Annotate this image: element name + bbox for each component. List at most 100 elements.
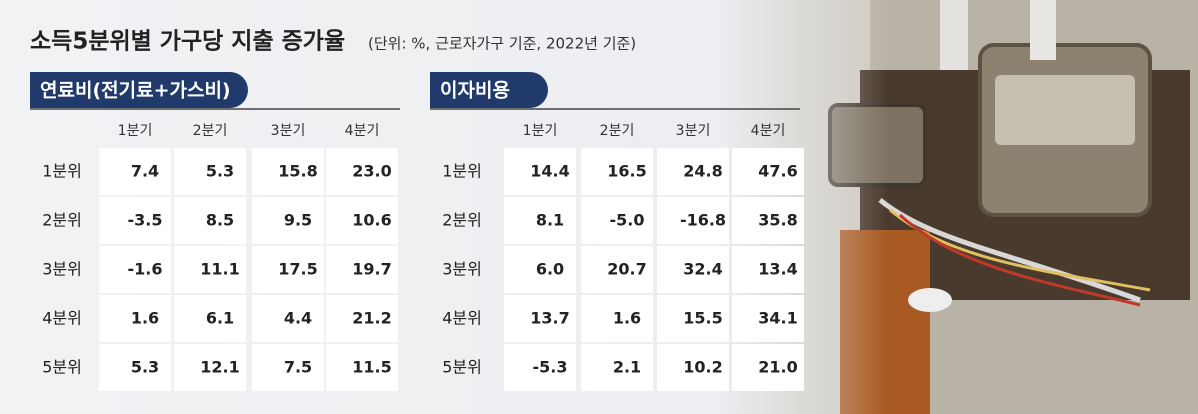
row-label: 5분위 — [42, 358, 82, 377]
row-label: 1분위 — [42, 162, 82, 181]
column-header: 4분기 — [345, 123, 380, 139]
title: 소득5분위별 가구당 지출 증가율 — [30, 29, 345, 55]
cell — [581, 148, 653, 195]
cell-value: 6.0 — [536, 260, 564, 279]
cell-value: 4.4 — [284, 309, 312, 328]
cell-value: 12.1 — [200, 358, 239, 377]
cell-value: 15.5 — [683, 309, 722, 328]
column-header: 3분기 — [271, 123, 306, 139]
cell — [732, 344, 804, 391]
row-label: 4분위 — [442, 309, 482, 328]
cell-value: -5.0 — [610, 211, 645, 230]
cell — [326, 295, 398, 342]
cell — [581, 295, 653, 342]
cell-value: 9.5 — [284, 211, 312, 230]
cell — [99, 295, 171, 342]
cell-value: 14.4 — [530, 162, 569, 181]
tab — [430, 72, 548, 108]
cell — [174, 344, 246, 391]
cell-value: 10.6 — [352, 211, 391, 230]
cell — [326, 344, 398, 391]
cell-value: -3.5 — [128, 211, 163, 230]
cell — [657, 246, 729, 293]
cell-value: 11.5 — [352, 358, 391, 377]
cell-value: 47.6 — [758, 162, 797, 181]
row-label: 3분위 — [442, 260, 482, 279]
cell — [174, 197, 246, 244]
cell-value: 23.0 — [352, 162, 391, 181]
column-header: 1분기 — [523, 123, 558, 139]
cell-value: 10.2 — [683, 358, 722, 377]
cell — [504, 246, 576, 293]
cell — [252, 148, 324, 195]
column-header: 1분기 — [118, 123, 153, 139]
cell — [732, 295, 804, 342]
cell-value: 6.1 — [206, 309, 234, 328]
cell — [657, 148, 729, 195]
row-label: 2분위 — [42, 211, 82, 230]
cell — [504, 148, 576, 195]
tab-label: 연료비(전기료+가스비) — [40, 80, 231, 102]
cell-value: 19.7 — [352, 260, 391, 279]
cell-value: 1.6 — [131, 309, 159, 328]
cell-value: 5.3 — [206, 162, 234, 181]
cell — [99, 148, 171, 195]
cell — [99, 344, 171, 391]
tab-label: 이자비용 — [440, 80, 510, 102]
cell-value: 35.8 — [758, 211, 797, 230]
column-header: 4분기 — [751, 123, 786, 139]
cell — [326, 246, 398, 293]
cell — [326, 148, 398, 195]
cell-value: 7.4 — [131, 162, 159, 181]
cell-value: 8.1 — [536, 211, 564, 230]
row-label: 1분위 — [442, 162, 482, 181]
cell — [732, 148, 804, 195]
tab — [30, 72, 248, 108]
cell — [581, 246, 653, 293]
cell-value: 11.1 — [200, 260, 239, 279]
cell — [252, 197, 324, 244]
cell-value: 13.7 — [530, 309, 569, 328]
cell-value: 34.1 — [758, 309, 797, 328]
cell — [732, 246, 804, 293]
cell — [252, 344, 324, 391]
cell-value: 20.7 — [607, 260, 646, 279]
cell — [504, 197, 576, 244]
cell-value: 1.6 — [613, 309, 641, 328]
cell-value: 2.1 — [613, 358, 641, 377]
cell — [99, 197, 171, 244]
cell — [657, 295, 729, 342]
subtitle: (단위: %, 근로자가구 기준, 2022년 기준) — [368, 35, 636, 53]
cell-value: 16.5 — [607, 162, 646, 181]
cell — [174, 148, 246, 195]
cell — [174, 295, 246, 342]
cell — [504, 295, 576, 342]
cell-value: -16.8 — [680, 211, 726, 230]
photo — [720, 0, 1198, 414]
cell-value: 5.3 — [131, 358, 159, 377]
row-label: 3분위 — [42, 260, 82, 279]
cell — [657, 344, 729, 391]
cell-value: 7.5 — [284, 358, 312, 377]
cell — [99, 246, 171, 293]
cell — [252, 295, 324, 342]
column-header: 2분기 — [600, 123, 635, 139]
row-label: 4분위 — [42, 309, 82, 328]
cell — [252, 246, 324, 293]
cell-value: 32.4 — [683, 260, 722, 279]
column-header: 3분기 — [676, 123, 711, 139]
column-header: 2분기 — [193, 123, 228, 139]
cell — [581, 197, 653, 244]
cell-value: 21.2 — [352, 309, 391, 328]
cell-value: 8.5 — [206, 211, 234, 230]
row-label: 5분위 — [442, 358, 482, 377]
cell-value: 15.8 — [278, 162, 317, 181]
cell-value: 21.0 — [758, 358, 797, 377]
cell — [732, 197, 804, 244]
cell — [657, 197, 729, 244]
cell-value: -5.3 — [533, 358, 568, 377]
cell-value: 17.5 — [278, 260, 317, 279]
cell — [504, 344, 576, 391]
cell — [174, 246, 246, 293]
